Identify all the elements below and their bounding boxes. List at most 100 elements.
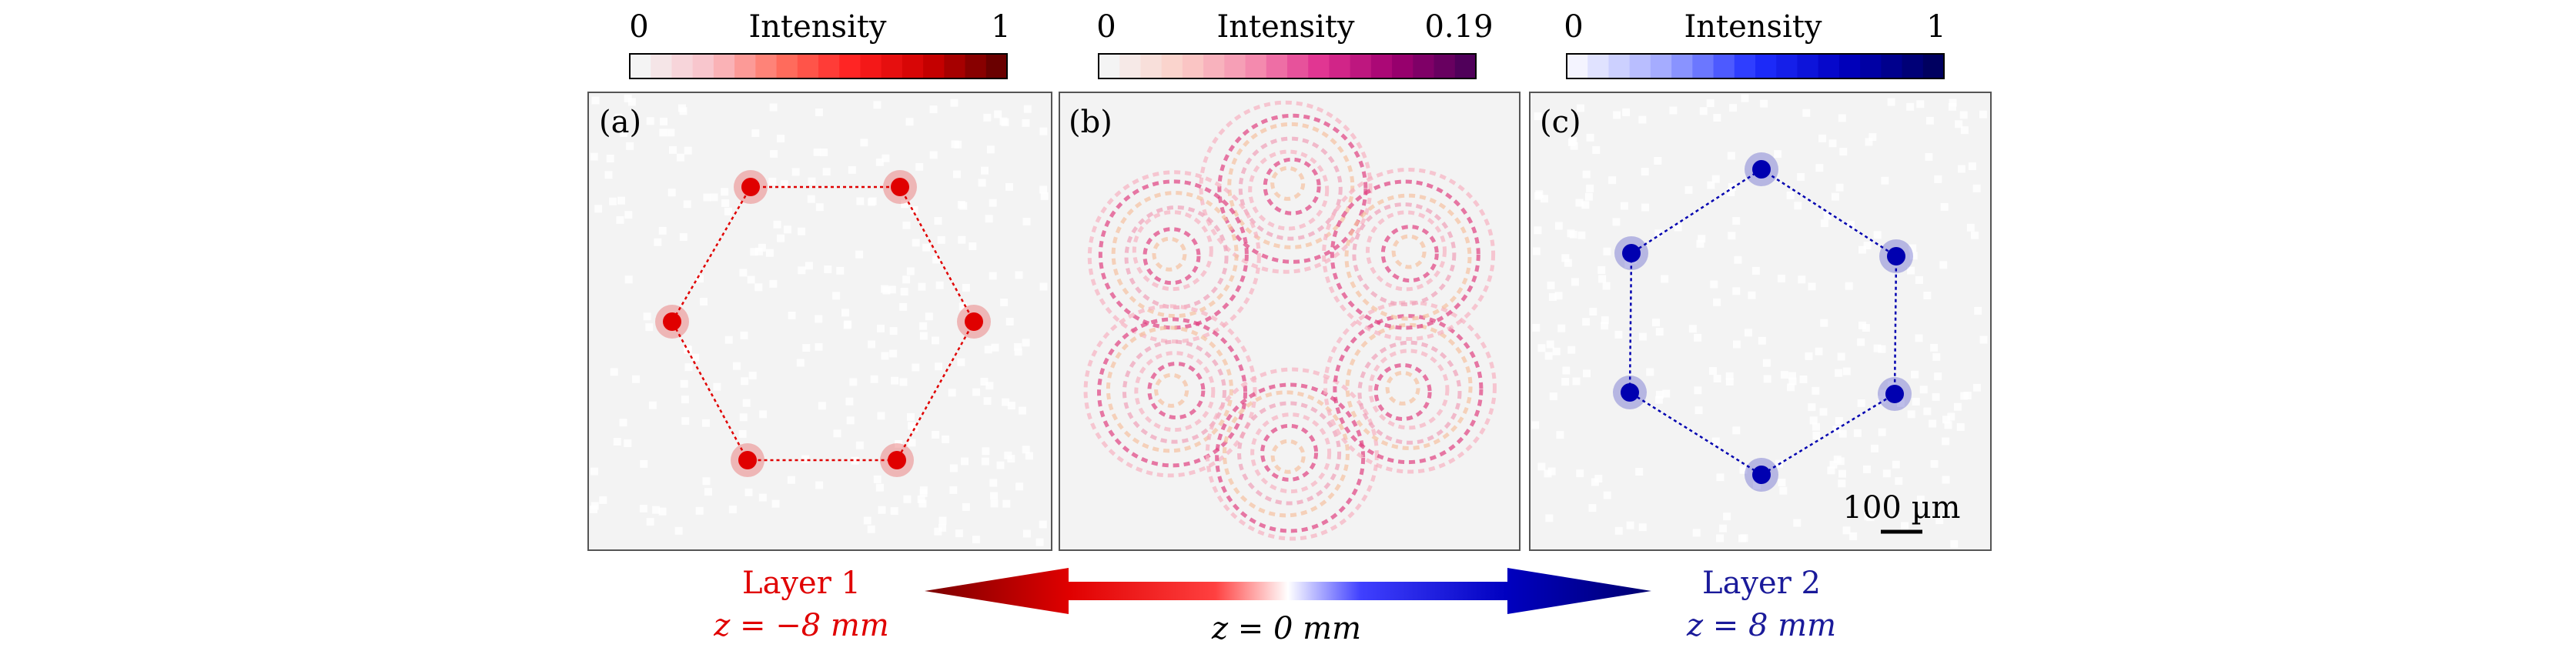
noise-pixel: [1932, 392, 1940, 401]
colorbar-segment: [1161, 54, 1183, 78]
noise-pixel: [832, 292, 841, 300]
colorbar-segment: [818, 54, 841, 78]
noise-pixel: [1760, 99, 1768, 108]
noise-pixel: [1732, 217, 1741, 225]
noise-pixel: [902, 221, 911, 229]
noise-pixel: [1744, 329, 1752, 337]
noise-pixel: [981, 457, 989, 466]
noise-pixel: [1751, 266, 1760, 275]
noise-pixel: [942, 435, 950, 443]
noise-pixel: [1916, 100, 1925, 108]
noise-pixel: [1039, 520, 1047, 529]
noise-pixel: [1939, 261, 1948, 269]
noise-pixel: [1547, 281, 1555, 289]
noise-pixel: [934, 217, 942, 225]
colorbar-segment: [1650, 54, 1673, 78]
noise-pixel: [985, 215, 993, 223]
colorbar-segment: [1713, 54, 1735, 78]
noise-pixel: [750, 248, 758, 256]
noise-pixel: [1972, 383, 1981, 392]
noise-pixel: [1710, 280, 1718, 289]
noise-pixel: [1711, 437, 1720, 446]
noise-pixel: [1930, 459, 1939, 468]
noise-pixel: [1706, 99, 1715, 108]
noise-pixel: [590, 152, 598, 161]
noise-pixel: [1835, 416, 1843, 425]
noise-pixel: [833, 429, 841, 438]
interference-ring: [1215, 382, 1366, 533]
noise-pixel: [1614, 330, 1623, 339]
colorbar-segment: [755, 54, 778, 78]
noise-pixel: [1934, 372, 1942, 381]
noise-pixel: [691, 353, 700, 362]
noise-pixel: [990, 499, 999, 508]
noise-pixel: [1039, 127, 1048, 135]
noise-pixel: [1835, 369, 1843, 377]
interference-ring: [1132, 210, 1213, 292]
noise-pixel: [1857, 338, 1865, 346]
noise-pixel: [1582, 170, 1591, 179]
noise-pixel: [788, 311, 796, 319]
noise-pixel: [931, 336, 939, 345]
noise-pixel: [744, 488, 753, 496]
colorbar-segment: [1881, 54, 1903, 78]
colorbar-segment: [692, 54, 714, 78]
noise-pixel: [1943, 503, 1952, 512]
noise-pixel: [739, 413, 748, 422]
noise-pixel: [1594, 475, 1603, 482]
noise-pixel: [1942, 416, 1950, 424]
noise-pixel: [1561, 378, 1570, 386]
noise-pixel: [646, 518, 654, 526]
colorbar-segment: [881, 54, 903, 78]
noise-pixel: [1930, 343, 1939, 352]
noise-pixel: [710, 193, 718, 202]
noise-pixel: [880, 285, 888, 293]
noise-pixel: [899, 378, 908, 386]
colorbar-segment: [1454, 54, 1477, 78]
interference-ring: [1270, 165, 1306, 201]
noise-pixel: [900, 288, 908, 296]
noise-pixel: [868, 197, 877, 205]
colorbar-segment: [1266, 54, 1288, 78]
noise-pixel: [912, 363, 920, 372]
noise-pixel: [863, 516, 871, 525]
double-arrow: [925, 568, 1651, 614]
colorbar-segment: [671, 54, 694, 78]
noise-pixel: [1815, 164, 1824, 172]
noise-pixel: [1554, 292, 1563, 300]
noise-pixel: [1963, 392, 1972, 400]
noise-pixel: [1699, 107, 1708, 115]
noise-pixel: [1909, 252, 1918, 260]
noise-pixel: [1932, 352, 1941, 361]
noise-pixel: [624, 94, 632, 102]
noise-pixel: [989, 272, 997, 280]
noise-pixel: [989, 199, 997, 207]
interference-ring: [1345, 322, 1473, 450]
noise-pixel: [1545, 514, 1554, 522]
noise-pixel: [1651, 319, 1660, 327]
noise-pixel: [748, 372, 757, 380]
panel-label: (b): [1069, 105, 1112, 140]
noise-pixel: [1739, 466, 1748, 474]
noise-pixel: [1549, 392, 1557, 401]
noise-pixel: [713, 382, 721, 391]
noise-pixel: [818, 402, 826, 410]
colorbar-segment: [860, 54, 882, 78]
interference-ring: [1199, 100, 1373, 274]
noise-pixel: [844, 320, 852, 329]
noise-pixel: [1812, 386, 1820, 395]
noise-pixel: [1040, 192, 1049, 200]
noise-pixel: [888, 285, 896, 294]
noise-pixel: [1853, 429, 1862, 437]
noise-pixel: [1837, 352, 1845, 361]
noise-pixel: [1788, 377, 1797, 386]
noise-pixel: [845, 397, 854, 406]
colorbar-segment: [1350, 54, 1372, 78]
noise-pixel: [1950, 539, 1959, 548]
noise-pixel: [724, 207, 732, 215]
interference-ring: [1124, 205, 1229, 310]
noise-pixel: [1638, 523, 1647, 532]
noise-pixel: [876, 324, 885, 332]
interference-ring: [1263, 157, 1321, 215]
noise-pixel: [1863, 242, 1872, 250]
